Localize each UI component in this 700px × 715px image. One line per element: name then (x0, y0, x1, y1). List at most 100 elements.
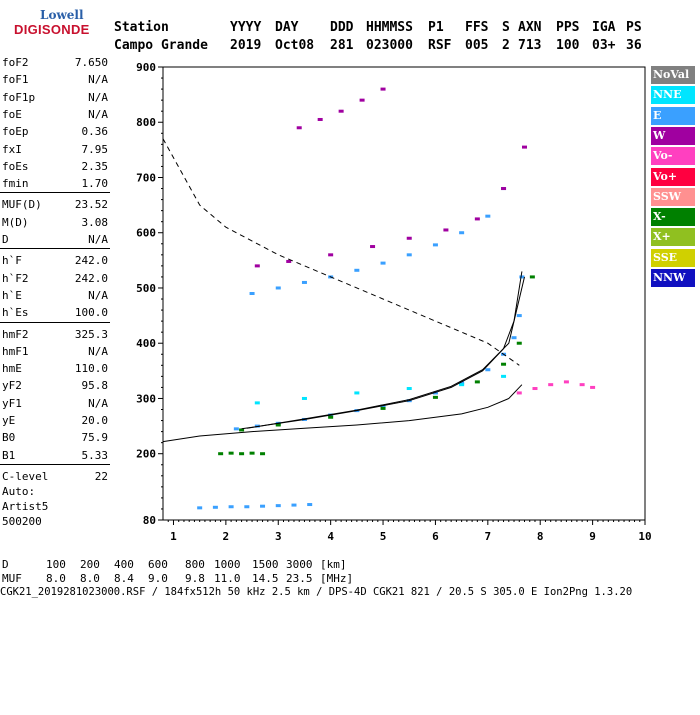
header-label: DDD (330, 20, 354, 35)
logo-lowell: Lowell (40, 8, 84, 22)
parameter-row: foE N/A (0, 108, 108, 122)
header-label: IGA (592, 20, 616, 35)
x-tick-label: 8 (537, 530, 544, 543)
parameter-row: yF1 N/A (0, 397, 108, 411)
y-tick-label: 80 (143, 514, 156, 527)
x-tick-label: 9 (589, 530, 596, 543)
footer-muf-row: MUF 8.0 8.0 8.4 9.0 9.8 11.0 14.5 23.5 [… (0, 572, 353, 715)
parameter-value: N/A (88, 73, 108, 87)
echo-point (459, 383, 465, 387)
footer-d-value: 1000 (214, 558, 241, 571)
parameter-value: 110.0 (74, 362, 108, 376)
footer-muf-value: 8.0 (80, 572, 100, 585)
auto-code: 500200 (2, 515, 42, 528)
legend-item: SSW (651, 187, 695, 206)
parameter-row: foF1 N/A (0, 73, 108, 87)
echo-point (197, 506, 203, 510)
echo-point (354, 268, 360, 272)
header-label: S (502, 20, 510, 35)
echo-point (406, 387, 412, 391)
x-tick-label: 4 (327, 530, 334, 543)
parameter-label: hmE (2, 362, 22, 376)
header-value: 03+ (592, 38, 616, 53)
plot-frame (162, 66, 646, 521)
y-tick-label: 400 (136, 337, 156, 350)
echo-point (254, 401, 260, 405)
echo-point (406, 236, 412, 240)
ionogram-chart: 1 2 3 4 5 6 7 8 9 10 80 200 300 400 500 600 700 800 900 (136, 61, 652, 543)
header-label: PS (626, 20, 642, 35)
parameter-value: 7.650 (74, 56, 108, 69)
parameter-value: N/A (88, 90, 108, 104)
legend-item: W (651, 126, 695, 145)
header-value: Oct08 (275, 38, 315, 53)
parameter-row: fxI 7.95 (0, 143, 108, 157)
echo-point (548, 383, 554, 387)
header-label: FFS (465, 20, 489, 35)
parameter-label: foEp (2, 125, 29, 139)
parameter-label: h`F (2, 254, 22, 268)
parameter-row: hmF1 N/A (0, 345, 108, 359)
echo-point (529, 275, 535, 279)
footer-distance-row: D 100 200 400 600 800 1000 1500 3000 [km… (0, 558, 347, 701)
echo-point (485, 214, 491, 218)
y-tick-label: 800 (136, 116, 156, 129)
parameter-separator (0, 463, 110, 465)
legend-item: NNE (651, 86, 695, 105)
echo-point (233, 427, 239, 431)
parameter-row: foEp 0.36 (0, 125, 108, 139)
echo-point (516, 391, 522, 395)
echo-point (459, 381, 465, 385)
footer-d-value: 1500 (252, 558, 279, 571)
parameter-row: foF2 7.650 (0, 56, 108, 70)
legend-item: Vo+ (651, 167, 695, 186)
echo-point (380, 261, 386, 265)
parameter-label: foF1 (2, 73, 29, 87)
echo-point (317, 117, 323, 121)
header-label: P1 (428, 20, 444, 35)
header-label: DAY (275, 20, 299, 35)
footer-d-value: 800 (185, 558, 205, 571)
echo-point (239, 452, 245, 456)
echo-point (239, 428, 245, 432)
echo-point (301, 396, 307, 400)
y-tick-label: 600 (136, 227, 156, 240)
footer-d-value: 3000 (286, 558, 313, 571)
echo-point (296, 126, 302, 130)
footer-muf-value: 11.0 (214, 572, 241, 585)
echo-point (260, 504, 266, 508)
footer-muf-value: 14.5 (252, 572, 279, 585)
echo-point (432, 395, 438, 399)
parameter-row: h`F 242.0 (0, 254, 108, 268)
ordinary-curve (241, 271, 523, 430)
y-tick-label: 200 (136, 448, 156, 461)
parameter-value: 0.36 (81, 125, 109, 139)
y-tick-label: 500 (136, 282, 156, 295)
auto-program: Artist5 (2, 500, 49, 513)
parameter-separator (0, 248, 110, 250)
parameter-label: fxI (2, 142, 22, 156)
footer-d-value: 200 (80, 558, 100, 571)
footer-d-value: 400 (114, 558, 134, 571)
echo-point (307, 503, 313, 507)
echo-point (228, 451, 234, 455)
echo-point (406, 253, 412, 257)
parameter-value: N/A (88, 107, 108, 121)
header-value: 2 (502, 38, 510, 53)
echo-point (212, 505, 218, 509)
logo-digisonde: DIGISONDE (14, 22, 90, 37)
echo-point (359, 98, 365, 102)
echo-point (218, 452, 224, 456)
parameter-label: foF1p (2, 90, 36, 104)
footer-muf-value: 9.8 (185, 572, 205, 585)
header-value: 36 (626, 38, 642, 53)
echo-point (275, 286, 281, 290)
echo-point (516, 314, 522, 318)
header-value: 100 (556, 38, 580, 53)
MUF-curve (162, 138, 520, 366)
echo-point (432, 391, 438, 395)
extraordinary-curve (246, 276, 525, 429)
parameter-row: foEs 2.35 (0, 160, 108, 174)
parameter-row: B1 5.33 (0, 449, 108, 463)
legend-item: Vo- (651, 147, 695, 166)
